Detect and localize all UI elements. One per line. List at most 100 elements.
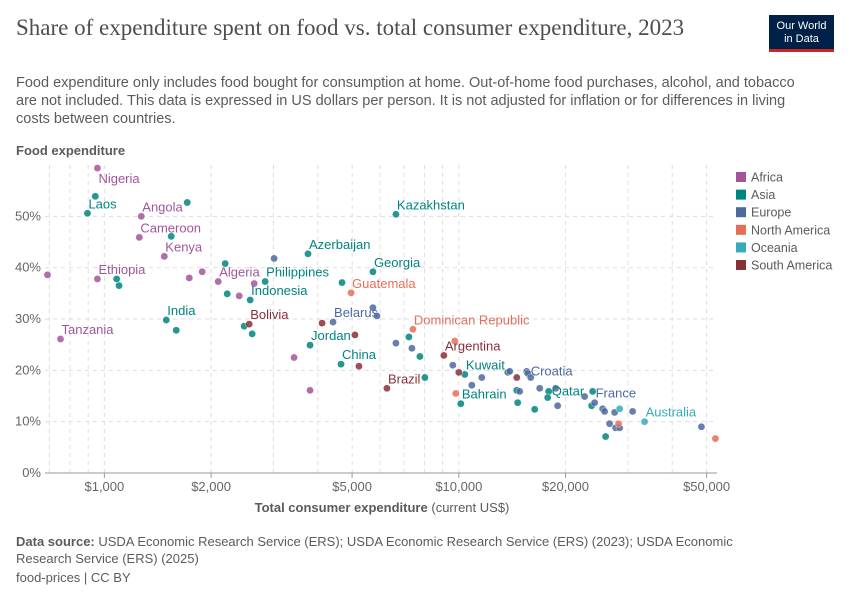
data-point[interactable] — [383, 384, 391, 393]
data-point[interactable] — [245, 320, 253, 328]
legend-item[interactable]: Africa — [736, 171, 783, 185]
data-point[interactable] — [421, 373, 429, 382]
data-point[interactable] — [449, 361, 457, 370]
point-label: Kenya — [165, 239, 203, 254]
legend-swatch — [736, 172, 746, 182]
data-point[interactable] — [478, 373, 486, 382]
data-point[interactable] — [185, 274, 194, 282]
point-label: Croatia — [531, 363, 574, 378]
data-point[interactable] — [235, 292, 244, 300]
data-point[interactable] — [408, 344, 416, 353]
data-point[interactable] — [329, 318, 337, 326]
data-point[interactable] — [505, 367, 514, 376]
data-point[interactable] — [526, 373, 535, 382]
data-point[interactable] — [455, 368, 463, 377]
owid-logo[interactable]: Our World in Data — [769, 15, 834, 52]
x-tick-label: $5,000 — [332, 479, 372, 494]
data-point[interactable] — [697, 422, 706, 431]
data-point[interactable] — [338, 278, 346, 287]
data-point[interactable] — [588, 387, 597, 396]
data-point[interactable] — [405, 333, 413, 341]
data-point[interactable] — [223, 290, 232, 298]
data-point[interactable] — [512, 373, 521, 382]
data-point[interactable] — [270, 254, 278, 263]
data-point[interactable] — [551, 384, 560, 393]
data-point[interactable] — [451, 337, 459, 345]
data-point[interactable] — [590, 398, 599, 407]
data-point[interactable] — [248, 330, 256, 338]
data-point[interactable] — [440, 351, 448, 360]
data-point[interactable] — [306, 341, 314, 349]
data-point[interactable] — [513, 398, 522, 407]
data-point[interactable] — [543, 393, 552, 402]
data-point[interactable] — [304, 250, 312, 258]
legend-swatch — [736, 242, 746, 253]
data-point[interactable] — [614, 419, 623, 428]
data-point[interactable] — [93, 275, 102, 283]
data-point[interactable] — [468, 381, 476, 390]
data-point[interactable] — [416, 352, 424, 361]
data-point[interactable] — [115, 281, 123, 290]
legend-item[interactable]: South America — [736, 259, 832, 273]
data-point[interactable] — [306, 386, 314, 395]
data-point[interactable] — [605, 419, 614, 428]
data-point[interactable] — [167, 232, 176, 241]
data-point[interactable] — [56, 335, 65, 343]
data-point[interactable] — [711, 434, 720, 443]
data-point[interactable] — [221, 259, 229, 268]
data-point[interactable] — [452, 389, 460, 398]
point-label: Dominican Republic — [414, 312, 530, 327]
license[interactable]: food-prices | CC BY — [16, 570, 131, 585]
data-point[interactable] — [112, 275, 121, 283]
data-point[interactable] — [553, 401, 562, 410]
legend-swatch — [736, 189, 746, 200]
data-point[interactable] — [183, 198, 192, 207]
legend-item[interactable]: Europe — [736, 206, 791, 220]
data-point[interactable] — [160, 252, 169, 261]
data-point[interactable] — [600, 407, 609, 416]
legend-item[interactable]: North America — [736, 223, 830, 237]
data-point[interactable] — [601, 432, 610, 441]
data-point[interactable] — [392, 339, 400, 347]
legend-item[interactable]: Asia — [736, 188, 775, 202]
data-point[interactable] — [347, 289, 355, 297]
legend-item[interactable]: Oceania — [736, 241, 798, 255]
data-point[interactable] — [246, 296, 254, 304]
point-label: Cameroon — [140, 220, 201, 235]
data-point[interactable] — [93, 164, 102, 172]
data-point[interactable] — [162, 316, 171, 324]
data-point[interactable] — [392, 210, 400, 219]
data-point[interactable] — [250, 279, 258, 288]
point-label: Azerbaijan — [309, 237, 370, 252]
data-point[interactable] — [137, 212, 146, 221]
data-point[interactable] — [369, 303, 377, 312]
data-point[interactable] — [83, 209, 92, 218]
data-point[interactable] — [91, 192, 100, 201]
data-point[interactable] — [640, 417, 649, 426]
data-point[interactable] — [43, 271, 52, 279]
data-point[interactable] — [172, 326, 181, 335]
data-point[interactable] — [337, 360, 345, 368]
data-point[interactable] — [198, 267, 207, 276]
data-point[interactable] — [135, 233, 144, 242]
data-point[interactable] — [580, 392, 589, 401]
data-point[interactable] — [530, 405, 539, 414]
data-point[interactable] — [409, 325, 417, 334]
data-point[interactable] — [355, 362, 363, 371]
data-point[interactable] — [457, 399, 465, 408]
data-point[interactable] — [214, 277, 223, 286]
data-point[interactable] — [290, 353, 298, 362]
legend-label: Europe — [751, 206, 791, 220]
data-point[interactable] — [615, 405, 624, 413]
point-label: Argentina — [445, 338, 501, 353]
data-point[interactable] — [261, 277, 269, 286]
data-point[interactable] — [628, 407, 637, 416]
data-point[interactable] — [351, 331, 359, 339]
legend: Africa Asia Europe North America Oceania Sout… — [736, 171, 832, 273]
legend-swatch — [736, 224, 746, 235]
data-point[interactable] — [369, 267, 377, 276]
data-point[interactable] — [318, 319, 326, 327]
data-point[interactable] — [535, 384, 544, 393]
data-point[interactable] — [373, 312, 381, 320]
data-point[interactable] — [515, 387, 524, 396]
